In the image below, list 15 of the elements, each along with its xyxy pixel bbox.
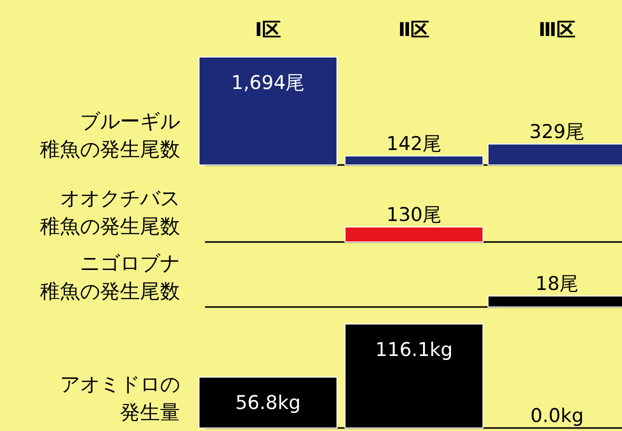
y-axis-title: アオミドロの発生量	[60, 372, 180, 424]
y-axis-title: ブルーギル稚魚の発生尾数	[40, 109, 180, 161]
data-label: 130尾	[386, 204, 442, 226]
y-axis-title: ニゴロブナ稚魚の発生尾数	[40, 251, 180, 303]
x-tick-label: Ⅰ区	[254, 19, 282, 41]
data-label: 116.1kg	[375, 339, 453, 361]
x-tick-label: Ⅲ区	[538, 19, 576, 41]
data-label: 56.8kg	[235, 392, 301, 414]
data-label: 1,694尾	[231, 72, 305, 94]
y-axis-title: オオクチバス稚魚の発生尾数	[40, 186, 180, 238]
data-label: 142尾	[386, 132, 442, 155]
data-label: 329尾	[529, 121, 585, 144]
x-tick-label: Ⅱ区	[398, 19, 430, 41]
data-label: 0.0kg	[530, 405, 584, 427]
data-label: 18尾	[535, 273, 579, 295]
